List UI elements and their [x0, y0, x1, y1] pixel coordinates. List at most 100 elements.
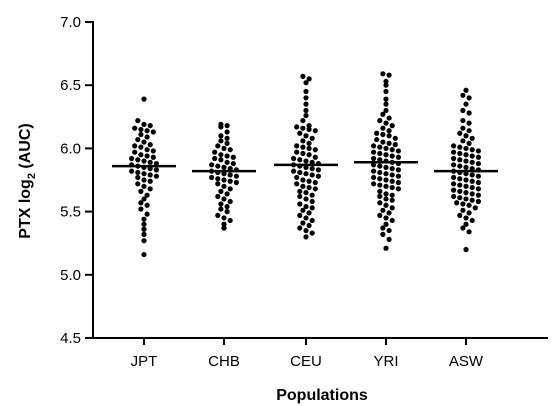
data-point-asw [466, 128, 472, 134]
data-point-yri [389, 192, 395, 198]
data-point-yri [386, 236, 392, 243]
data-point-jpt [141, 171, 147, 177]
data-point-chb [227, 217, 233, 224]
data-point-jpt [147, 142, 153, 148]
data-point-asw [451, 155, 457, 162]
data-point-ceu [312, 128, 318, 134]
data-point-yri [371, 181, 377, 187]
data-point-yri [389, 172, 395, 178]
data-point-yri [380, 125, 386, 131]
data-point-jpt [153, 173, 159, 179]
data-point-asw [463, 158, 469, 164]
data-point-jpt [129, 155, 135, 162]
data-point-yri [383, 120, 389, 126]
data-point-chb [218, 133, 224, 139]
data-point-yri [383, 107, 389, 114]
data-point-ceu [306, 145, 312, 151]
data-point-asw [475, 179, 481, 186]
data-point-asw [457, 212, 463, 218]
data-point-yri [389, 147, 395, 153]
data-point-yri [383, 183, 389, 189]
data-point-jpt [144, 134, 150, 140]
x-axis: JPT CHB CEU YRI ASW [93, 337, 548, 370]
data-point-ceu [300, 73, 306, 79]
data-point-ceu [306, 140, 312, 146]
data-point-yri [377, 212, 383, 218]
data-point-jpt [150, 148, 156, 154]
data-point-ceu [300, 220, 306, 226]
data-point-yri [383, 164, 389, 170]
data-point-jpt [141, 216, 147, 222]
y-tick-label: 4.5 [60, 330, 81, 347]
data-point-asw [460, 225, 466, 231]
data-point-asw [463, 101, 469, 107]
data-point-asw [460, 117, 466, 124]
data-point-chb [212, 149, 218, 155]
data-point-jpt [144, 153, 150, 159]
data-point-ceu [312, 179, 318, 186]
data-point-ceu [300, 150, 306, 157]
data-point-yri [389, 153, 395, 159]
data-point-yri [380, 111, 386, 117]
data-point-yri [377, 150, 383, 157]
data-point-ceu [306, 126, 312, 133]
data-point-ceu [300, 138, 306, 144]
data-point-asw [463, 87, 469, 93]
data-point-ceu [306, 178, 312, 184]
data-point-jpt [132, 149, 138, 155]
data-point-jpt [141, 183, 147, 189]
y-tick-label: 6.0 [60, 140, 81, 157]
data-point-jpt [132, 125, 138, 131]
data-point-ceu [309, 172, 315, 178]
data-point-yri [386, 128, 392, 134]
data-points [129, 71, 481, 258]
data-point-asw [451, 174, 457, 181]
data-point-ceu [306, 123, 312, 129]
data-point-chb [221, 183, 227, 189]
data-point-chb [218, 188, 224, 194]
data-point-ceu [303, 101, 309, 107]
data-point-chb [209, 162, 215, 168]
data-point-yri [377, 193, 383, 200]
data-point-asw [469, 191, 475, 197]
data-point-asw [469, 184, 475, 191]
data-point-ceu [300, 207, 306, 213]
y-tick-label: 7.0 [60, 14, 81, 31]
data-point-asw [454, 200, 460, 206]
data-point-chb [227, 147, 233, 153]
data-point-asw [466, 110, 472, 116]
data-point-yri [371, 149, 377, 155]
y-axis-title-subscript: 2 [26, 173, 38, 179]
data-point-chb [230, 160, 236, 167]
data-point-yri [386, 140, 392, 146]
data-point-yri [383, 96, 389, 102]
data-point-ceu [300, 177, 306, 183]
y-axis-title: PTX log2 (AUC) [17, 123, 38, 238]
data-point-ceu [303, 80, 309, 86]
data-point-jpt [150, 154, 156, 160]
data-point-jpt [147, 159, 153, 165]
data-point-ceu [303, 133, 309, 139]
data-point-asw [466, 229, 472, 235]
data-point-yri [383, 82, 389, 88]
data-point-ceu [297, 169, 303, 176]
data-point-ceu [303, 203, 309, 210]
data-point-chb [215, 212, 221, 218]
data-point-yri [386, 227, 392, 234]
x-tick-label-yri: YRI [373, 353, 398, 370]
data-point-jpt [141, 196, 147, 202]
data-point-chb [233, 179, 239, 186]
data-point-chb [221, 164, 227, 170]
data-point-asw [451, 181, 457, 187]
data-point-chb [224, 153, 230, 159]
data-point-yri [383, 202, 389, 208]
data-point-asw [475, 148, 481, 154]
data-point-jpt [147, 172, 153, 178]
data-point-jpt [144, 128, 150, 134]
data-point-jpt [138, 126, 144, 133]
data-point-chb [233, 173, 239, 179]
data-point-yri [383, 177, 389, 183]
data-point-yri [377, 169, 383, 176]
data-point-chb [209, 174, 215, 181]
data-point-jpt [144, 192, 150, 198]
